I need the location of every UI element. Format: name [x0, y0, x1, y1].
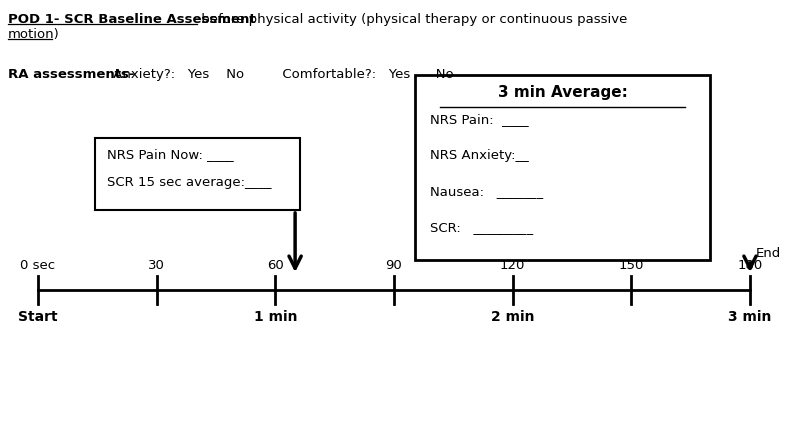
Text: 120: 120 [500, 259, 525, 272]
Text: 180: 180 [737, 259, 763, 272]
Text: Nausea:   _______: Nausea: _______ [430, 185, 543, 198]
Text: NRS Anxiety:__: NRS Anxiety:__ [430, 149, 528, 162]
Text: 3 min Average:: 3 min Average: [498, 85, 627, 100]
Text: before physical activity (physical therapy or continuous passive: before physical activity (physical thera… [197, 13, 627, 26]
Text: POD 1- SCR Baseline Assessment: POD 1- SCR Baseline Assessment [8, 13, 255, 26]
Text: 3 min: 3 min [729, 310, 772, 324]
Text: 0 sec: 0 sec [21, 259, 55, 272]
Text: NRS Pain Now: ____: NRS Pain Now: ____ [107, 148, 233, 161]
Text: 150: 150 [619, 259, 644, 272]
Bar [95, 138, 300, 210]
Text: 60: 60 [267, 259, 284, 272]
Text: SCR 15 sec average:____: SCR 15 sec average:____ [107, 176, 271, 189]
Text: End: End [756, 247, 782, 260]
Text: Start: Start [18, 310, 58, 324]
Bar [415, 75, 710, 260]
Text: SCR:   _________: SCR: _________ [430, 221, 533, 234]
Text: motion): motion) [8, 28, 60, 41]
Text: 30: 30 [148, 259, 165, 272]
Text: 1 min: 1 min [254, 310, 297, 324]
Text: RA assessments-: RA assessments- [8, 68, 139, 81]
Text: Anxiety?:   Yes    No         Comfortable?:   Yes      No: Anxiety?: Yes No Comfortable?: Yes No [109, 68, 453, 81]
Text: 2 min: 2 min [491, 310, 535, 324]
Text: NRS Pain:  ____: NRS Pain: ____ [430, 113, 528, 126]
Text: 90: 90 [386, 259, 403, 272]
